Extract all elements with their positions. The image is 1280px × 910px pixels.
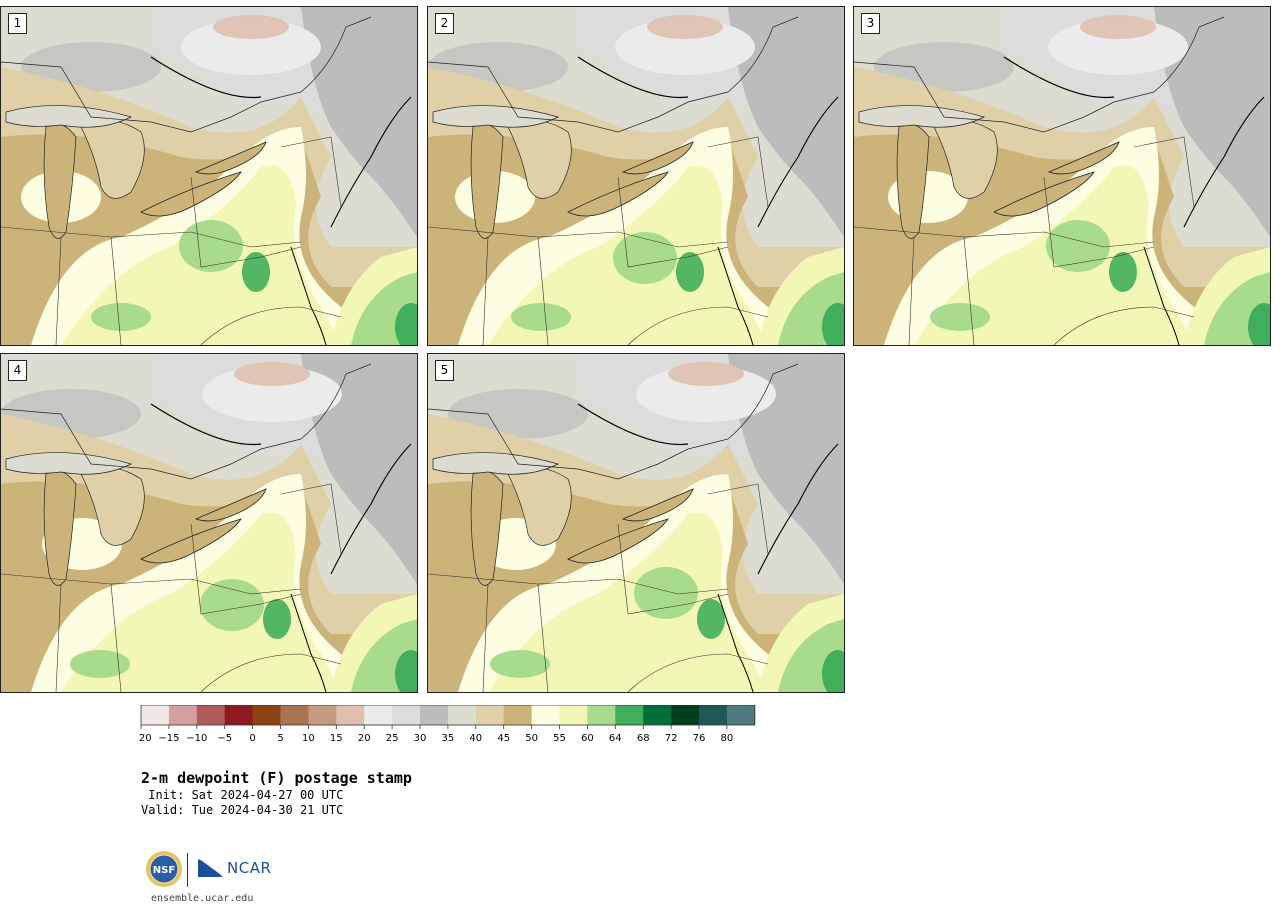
colorbar-swatch	[224, 705, 253, 725]
site-url: ensemble.ucar.edu	[151, 893, 254, 904]
dewpoint-field-map	[1, 7, 417, 345]
dewpoint-colorbar: −20 −15 −10 −5 0 5 10 15 20 25 30 35 40 45 50 55 60 64 68 7…	[138, 705, 756, 744]
dewpoint-field-map	[1, 354, 417, 692]
colorbar-swatch	[420, 705, 449, 725]
colorbar-tick-label: 5	[277, 733, 283, 744]
colorbar-swatch	[531, 705, 560, 725]
product-title: 2-m dewpoint (F) postage stamp	[141, 769, 412, 787]
colorbar-tick-label: 0	[249, 733, 255, 744]
colorbar-tick-label: 55	[553, 733, 566, 744]
colorbar-swatch	[475, 705, 505, 725]
colorbar-swatch	[699, 705, 728, 725]
colorbar-tick-label: 20	[358, 733, 371, 744]
colorbar-swatch	[559, 705, 588, 725]
member-number-label: 4	[8, 360, 27, 381]
colorbar-tick-label: 76	[693, 733, 706, 744]
colorbar-tick-label: 30	[414, 733, 427, 744]
member-number-label: 2	[435, 13, 454, 34]
dewpoint-field-map	[854, 7, 1270, 345]
title-block: 2-m dewpoint (F) postage stamp Init: Sat…	[141, 768, 412, 818]
valid-time: Valid: Tue 2024-04-30 21 UTC	[141, 803, 344, 817]
colorbar-swatch	[643, 705, 672, 725]
colorbar-swatch	[196, 705, 226, 725]
colorbar-swatch	[392, 705, 421, 725]
ensemble-member-map-1: 1	[0, 6, 418, 346]
dewpoint-field-map	[428, 354, 844, 692]
svg-text:NSF: NSF	[153, 865, 175, 876]
colorbar-tick-label: 15	[330, 733, 343, 744]
ensemble-member-map-3: 3	[853, 6, 1271, 346]
logo-divider	[187, 853, 188, 887]
colorbar-swatch	[168, 705, 198, 725]
colorbar-tick-label: −5	[217, 733, 232, 744]
ensemble-member-map-2: 2	[427, 6, 845, 346]
colorbar-tick-label: 35	[442, 733, 455, 744]
colorbar-tick-label: −20	[138, 733, 152, 744]
colorbar-swatch	[280, 705, 309, 725]
nsf-seal-icon: NSF	[146, 851, 182, 887]
ncar-logo-icon	[197, 857, 225, 878]
colorbar-swatch	[503, 705, 532, 725]
colorbar-tick-label: 40	[469, 733, 482, 744]
sponsor-logos: NSF NCAR	[145, 850, 275, 890]
colorbar-tick-label: 25	[386, 733, 399, 744]
colorbar-tick-label: 68	[637, 733, 650, 744]
colorbar-swatch	[447, 705, 477, 725]
colorbar-swatch	[252, 705, 281, 725]
colorbar-swatch	[671, 705, 700, 725]
ensemble-member-map-5: 5	[427, 353, 845, 693]
colorbar-tick-label: 10	[302, 733, 315, 744]
colorbar-tick-label: 64	[609, 733, 622, 744]
colorbar-tick-label: 72	[665, 733, 678, 744]
colorbar-tick-label: 60	[581, 733, 594, 744]
colorbar-swatch	[726, 705, 756, 725]
colorbar-swatch	[336, 705, 365, 725]
colorbar-swatch	[308, 705, 337, 725]
colorbar-swatch	[587, 705, 616, 725]
member-number-label: 5	[435, 360, 454, 381]
colorbar-swatch	[364, 705, 393, 725]
colorbar-tick-label: 45	[497, 733, 510, 744]
init-time: Init: Sat 2024-04-27 00 UTC	[141, 788, 344, 802]
ncar-logo-text: NCAR	[227, 859, 272, 877]
colorbar-swatch	[615, 705, 644, 725]
colorbar-tick-label: 80	[721, 733, 734, 744]
member-number-label: 1	[8, 13, 27, 34]
dewpoint-field-map	[428, 7, 844, 345]
ensemble-member-map-4: 4	[0, 353, 418, 693]
member-number-label: 3	[861, 13, 880, 34]
colorbar-swatch	[141, 705, 170, 725]
colorbar-tick-label: 50	[525, 733, 538, 744]
colorbar-tick-label: −15	[158, 733, 179, 744]
colorbar-tick-label: −10	[186, 733, 207, 744]
